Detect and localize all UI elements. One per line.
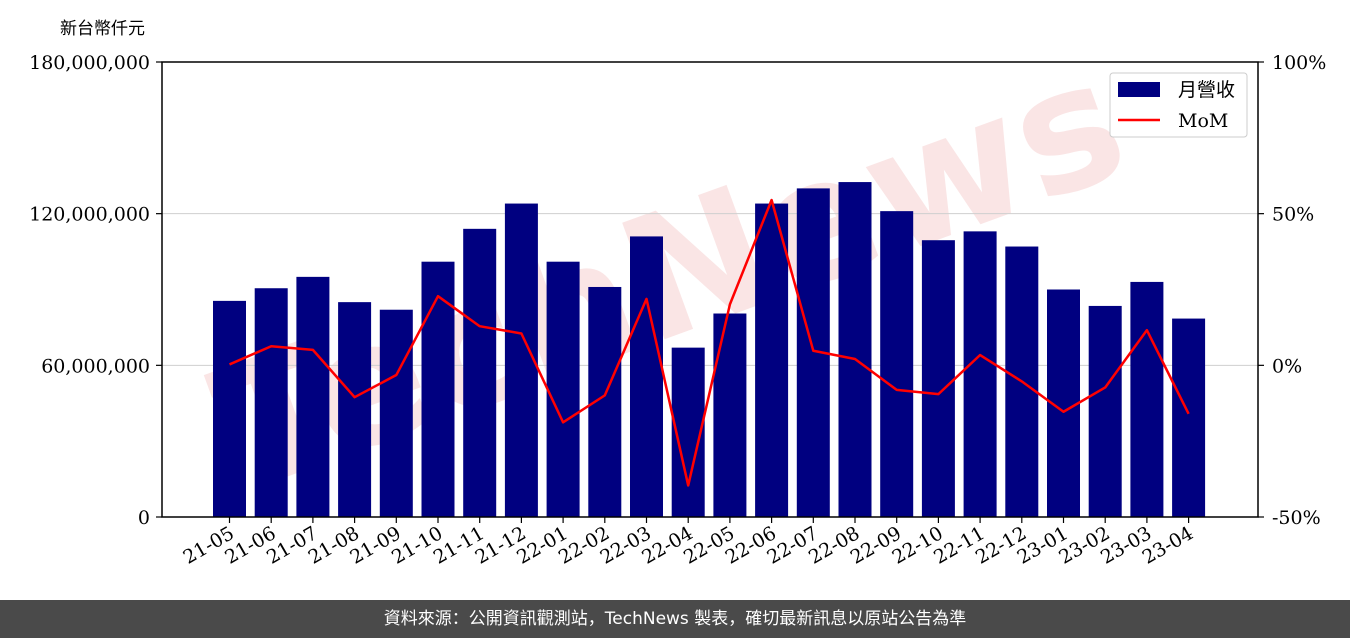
bar-21-09 — [379, 309, 413, 517]
bar-23-02 — [1088, 305, 1122, 517]
bar-22-03 — [630, 236, 663, 517]
y-right-tick-label: 0% — [1272, 355, 1302, 377]
y-right-tick-label: 50% — [1272, 204, 1314, 226]
legend-label-revenue: 月營收 — [1178, 79, 1235, 101]
source-footer: 資料來源：公開資訊觀測站，TechNews 製表，確切最新訊息以原站公告為準 — [0, 600, 1350, 638]
bar-21-06 — [254, 288, 288, 517]
legend-label-mom: MoM — [1178, 110, 1228, 132]
bar-21-07 — [296, 276, 330, 517]
revenue-chart: TechNews 0 60,000,000 120,000,000 180,000,00… — [29, 21, 1326, 569]
y-left-tick-label: 0 — [138, 507, 150, 529]
bar-21-05 — [213, 300, 246, 517]
bar-21-08 — [338, 302, 372, 517]
plot-frame — [161, 61, 1259, 518]
bar-22-10 — [921, 240, 955, 518]
y-axis-unit-label: 新台幣仟元 — [60, 19, 145, 39]
bar-22-06 — [755, 203, 789, 518]
legend: 月營收 MoM — [1109, 72, 1248, 138]
bar-21-11 — [463, 228, 497, 518]
y-left-tick-label: 120,000,000 — [29, 204, 150, 226]
y-right-tick-label: -50% — [1272, 507, 1321, 529]
bar-22-09 — [880, 211, 914, 517]
legend-swatch-bar — [1118, 82, 1160, 97]
bar-22-05 — [713, 313, 747, 517]
bar-22-11 — [963, 231, 997, 517]
bar-21-10 — [421, 261, 455, 517]
y-right-tick-label: 100% — [1272, 52, 1326, 74]
mom-line — [228, 198, 1190, 487]
bar-22-08 — [838, 182, 872, 517]
watermark: TechNews — [192, 21, 1149, 531]
bar-23-03 — [1130, 281, 1164, 517]
bar-21-12 — [504, 203, 538, 518]
bar-23-04 — [1172, 318, 1206, 517]
bar-22-01 — [546, 261, 580, 517]
y-left-tick-label: 180,000,000 — [29, 52, 150, 74]
y-left-tick-label: 60,000,000 — [41, 355, 150, 377]
